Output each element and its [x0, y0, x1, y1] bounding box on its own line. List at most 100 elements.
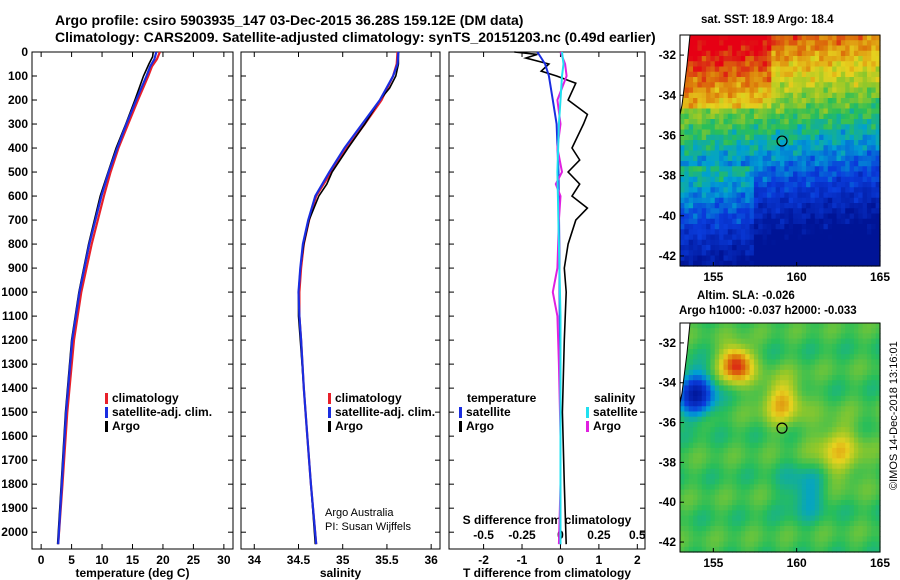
map-cell	[853, 192, 859, 199]
map-cell	[688, 463, 694, 470]
map-cell	[814, 499, 820, 506]
map-cell	[801, 520, 807, 527]
map-cell	[723, 150, 729, 157]
map-cell	[806, 541, 812, 548]
map-cell	[775, 224, 781, 230]
map-cell	[714, 40, 720, 47]
map-cell	[823, 176, 829, 183]
map-cell	[788, 239, 794, 246]
map-cell	[684, 166, 690, 173]
map-cell	[853, 531, 859, 537]
map-cell	[775, 56, 781, 62]
map-cell	[727, 432, 733, 439]
map-cell	[719, 375, 725, 381]
map-cell	[788, 87, 794, 94]
map-cell	[871, 45, 877, 52]
map-cell	[706, 187, 712, 194]
map-cell	[853, 98, 859, 104]
map-cell	[866, 411, 872, 418]
map-cell	[684, 113, 690, 120]
map-cell	[810, 124, 816, 131]
map-cell	[701, 145, 707, 152]
map-cell	[806, 510, 812, 517]
map-cell	[871, 505, 877, 511]
map-cell	[810, 323, 816, 329]
map-cell	[788, 349, 794, 355]
map-cell	[806, 323, 812, 329]
map-cell	[723, 401, 729, 407]
map-cell	[858, 113, 864, 120]
map-cell	[697, 432, 703, 439]
map-cell	[827, 234, 833, 241]
map-cell	[780, 494, 785, 501]
map-cell	[840, 541, 846, 548]
map-cell	[762, 208, 768, 215]
map-cell	[749, 224, 755, 230]
map-cell	[745, 66, 751, 73]
map-cell	[814, 531, 820, 537]
map-cell	[875, 250, 881, 257]
map-cell	[780, 229, 785, 236]
map-cell	[684, 453, 690, 459]
map-cell	[793, 187, 798, 194]
map-cell	[719, 182, 725, 188]
map-cell	[832, 145, 838, 152]
map-cell	[784, 71, 790, 78]
map-cell	[853, 525, 859, 532]
map-cell	[836, 525, 842, 532]
map-cell	[814, 145, 820, 152]
map-cell	[701, 385, 707, 392]
map-cell	[693, 50, 698, 57]
map-cell	[836, 546, 842, 553]
depth-tick-label: 0	[21, 45, 28, 59]
map-cell	[875, 187, 881, 194]
map-cell	[775, 354, 781, 361]
x-tick-label: 10	[95, 553, 109, 567]
map-cell	[832, 71, 838, 78]
map-cell	[706, 155, 712, 162]
map-cell	[819, 489, 825, 496]
map-cell	[758, 333, 764, 340]
map-cell	[875, 333, 881, 340]
map-cell	[866, 432, 872, 439]
map-cell	[858, 150, 864, 157]
map-cell	[688, 510, 694, 517]
map-cell	[688, 343, 694, 350]
map-cell	[866, 473, 872, 480]
map-cell	[840, 82, 846, 89]
map-cell	[697, 369, 703, 376]
map-cell	[736, 87, 742, 94]
map-cell	[749, 395, 755, 402]
map-cell	[732, 463, 738, 470]
map-cell	[819, 458, 825, 465]
map-cell	[814, 182, 820, 188]
map-cell	[736, 364, 742, 371]
map-cell	[766, 354, 772, 361]
map-cell	[793, 484, 798, 491]
map-cell	[866, 323, 872, 329]
map-cell	[797, 113, 803, 120]
map-cell	[736, 411, 742, 418]
map-cell	[714, 359, 720, 366]
map-cell	[680, 224, 685, 230]
map-cell	[697, 224, 703, 230]
map-cell	[858, 510, 864, 517]
map-cell	[819, 176, 825, 183]
map-cell	[793, 380, 798, 387]
map-cell	[727, 411, 733, 418]
map-cell	[749, 515, 755, 522]
map-cell	[740, 35, 746, 41]
map-cell	[727, 260, 733, 267]
map-cell	[680, 406, 685, 413]
map-cell	[727, 124, 733, 131]
map-cell	[680, 171, 685, 178]
map-cell	[797, 145, 803, 152]
map-cell	[714, 234, 720, 241]
map-cell	[753, 218, 759, 225]
map-cell	[727, 239, 733, 246]
map-cell	[871, 208, 877, 215]
map-cell	[871, 546, 877, 553]
map-cell	[832, 213, 838, 220]
map-cell	[797, 411, 803, 418]
map-cell	[810, 531, 816, 537]
